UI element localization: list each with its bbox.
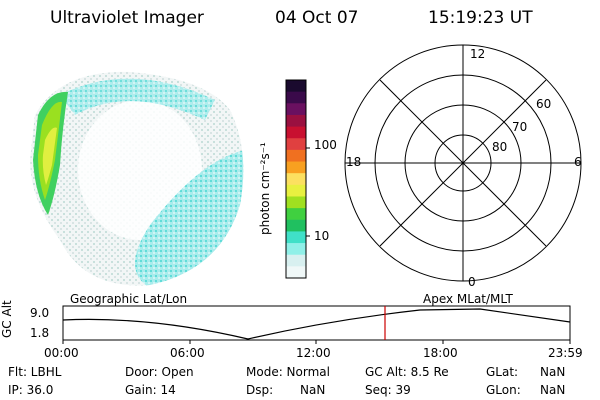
auroral-image — [30, 71, 244, 286]
dsp-label: Dsp: — [246, 383, 274, 397]
colorbar-segment — [286, 266, 306, 279]
colorbar-segment — [286, 161, 306, 174]
colorbar-segment — [286, 208, 306, 221]
door-info: Door: Open — [125, 365, 194, 379]
time-label: 15:19:23 UT — [428, 8, 533, 28]
colorbar-tick-100: 100 — [314, 138, 337, 152]
timeline-ytick-low: 1.8 — [30, 326, 50, 340]
date-label: 04 Oct 07 — [275, 8, 359, 28]
app-title: Ultraviolet Imager — [50, 8, 204, 28]
gc-alt-info: GC Alt: 8.5 Re — [365, 365, 449, 379]
filter-info: Flt: LBHL — [8, 365, 62, 379]
seq-info: Seq: 39 — [365, 383, 411, 397]
mlt-label-0: 0 — [468, 275, 476, 289]
glon-label: GLon: — [486, 383, 521, 397]
colorbar-frame — [285, 79, 307, 279]
colorbar — [285, 79, 310, 279]
colorbar-segment — [286, 196, 306, 209]
timeline-axis-label: GC Alt — [0, 300, 14, 338]
mlt-label-18: 18 — [346, 155, 362, 169]
colorbar-segment — [286, 126, 306, 139]
timeline-plot — [62, 305, 571, 344]
timeline-left-title: Geographic Lat/Lon — [70, 292, 188, 306]
colorbar-segment — [286, 184, 306, 197]
mlt-label-12: 12 — [470, 47, 486, 61]
lat-label-60: 60 — [536, 97, 552, 111]
colorbar-segment — [286, 103, 306, 116]
timeline-xtick-0000: 00:00 — [44, 346, 79, 360]
colorbar-segment — [286, 80, 306, 93]
timeline-xtick-2359: 23:59 — [548, 346, 583, 360]
mode-info: Mode: Normal — [246, 365, 330, 379]
colorbar-segment — [286, 91, 306, 104]
polar-plot — [344, 44, 582, 282]
colorbar-segment — [286, 219, 306, 232]
colorbar-segment — [286, 138, 306, 151]
colorbar-segment — [286, 231, 306, 244]
colorbar-segment — [286, 114, 306, 128]
glat-label: GLat: — [486, 365, 519, 379]
gain-info: Gain: 14 — [125, 383, 176, 397]
colorbar-segment — [286, 173, 306, 186]
ip-info: IP: 36.0 — [8, 383, 54, 397]
timeline-right-title: Apex MLat/MLT — [423, 292, 513, 306]
colorbar-tick-10: 10 — [314, 229, 330, 243]
glat-value: NaN — [540, 365, 566, 379]
colorbar-segment — [286, 243, 306, 256]
colorbar-unit-label: photon cm⁻²s⁻¹ — [258, 142, 272, 235]
timeline-xtick-1800: 18:00 — [423, 346, 458, 360]
colorbar-segment — [286, 149, 306, 163]
lat-label-80: 80 — [492, 140, 508, 154]
lat-label-70: 70 — [512, 120, 528, 134]
mlt-label-6: 6 — [574, 155, 582, 169]
timeline-xtick-1200: 12:00 — [296, 346, 331, 360]
colorbar-segment — [286, 254, 306, 267]
timeline-ytick-high: 9.0 — [30, 306, 50, 320]
glon-value: NaN — [540, 383, 566, 397]
dsp-value: NaN — [300, 383, 326, 397]
timeline-xtick-0600: 06:00 — [170, 346, 205, 360]
